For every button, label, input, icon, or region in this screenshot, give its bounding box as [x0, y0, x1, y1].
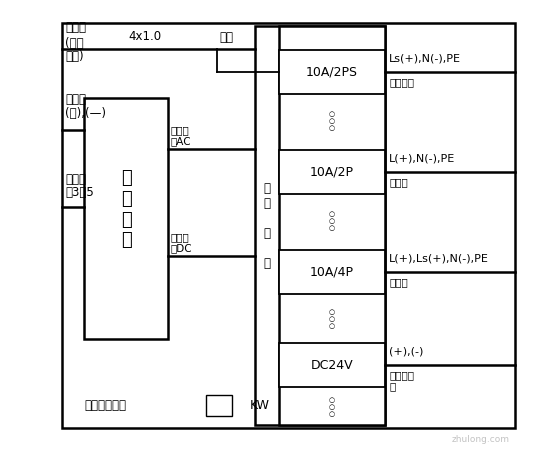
Text: L(+),Ls(+),N(-),PE: L(+),Ls(+),N(-),PE: [389, 253, 489, 264]
Bar: [279, 150, 385, 194]
Text: (+),(-): (+),(-): [389, 346, 423, 357]
Text: (脚控: (脚控: [65, 37, 83, 50]
Text: KW: KW: [249, 399, 269, 412]
Bar: [84, 98, 168, 339]
Text: 消防联: 消防联: [65, 21, 86, 34]
Text: 点灯): 点灯): [65, 50, 83, 63]
Text: 监控: 监控: [220, 31, 234, 44]
Text: ○
○
○: ○ ○ ○: [329, 308, 335, 329]
Text: L(+),N(-),PE: L(+),N(-),PE: [389, 153, 455, 164]
Text: 地面导光
流: 地面导光 流: [389, 370, 414, 391]
Text: 应急电
源DC: 应急电 源DC: [171, 232, 192, 253]
Bar: [206, 395, 232, 416]
Text: ○
○
○: ○ ○ ○: [329, 211, 335, 231]
Text: ○
○
○: ○ ○ ○: [329, 111, 335, 131]
Text: 应急电: 应急电: [65, 93, 86, 106]
Text: 额定应急功率: 额定应急功率: [84, 399, 126, 412]
Bar: [62, 23, 515, 428]
Text: DC24V: DC24V: [311, 359, 353, 372]
Text: 10A/4P: 10A/4P: [310, 266, 354, 279]
Text: 持续式: 持续式: [389, 177, 408, 187]
Text: 源3扩5: 源3扩5: [65, 186, 94, 199]
Text: 可控式: 可控式: [389, 277, 408, 287]
Text: Ls(+),N(-),PE: Ls(+),N(-),PE: [389, 53, 461, 64]
Bar: [279, 250, 385, 294]
Text: 非持续式: 非持续式: [389, 77, 414, 87]
Bar: [279, 26, 385, 425]
Text: 10A/2PS: 10A/2PS: [306, 66, 358, 79]
Text: 电
源
控
制: 电 源 控 制: [121, 169, 131, 249]
Bar: [279, 343, 385, 387]
Text: 输
出

模

块: 输 出 模 块: [263, 181, 270, 270]
Text: (潜),(—): (潜),(—): [65, 107, 106, 120]
Text: 10A/2P: 10A/2P: [310, 166, 354, 179]
Text: zhulong.com: zhulong.com: [451, 435, 509, 444]
Bar: [279, 50, 385, 94]
Bar: [255, 26, 385, 425]
Text: ○
○
○: ○ ○ ○: [329, 397, 335, 417]
Text: 4x1.0: 4x1.0: [128, 30, 162, 43]
Text: 正常电: 正常电: [65, 173, 86, 186]
Text: 正常电
源AC: 正常电 源AC: [171, 125, 191, 146]
